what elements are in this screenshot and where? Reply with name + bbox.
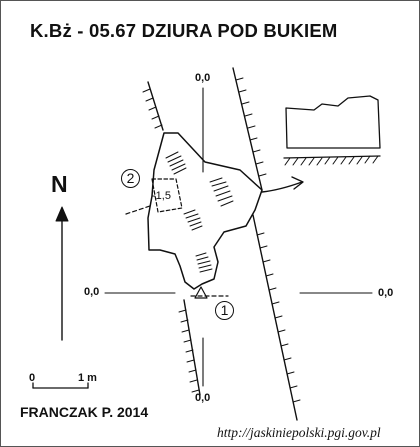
rubble-hatching (165, 151, 234, 273)
scale-end-label: 1 m (78, 372, 97, 384)
profile-section (283, 95, 381, 166)
datum-label-left: 0,0 (84, 286, 100, 298)
datum-label-top: 0,0 (195, 72, 211, 84)
scale-start-label: 0 (29, 372, 36, 384)
side-arrow (261, 176, 304, 193)
wall-left (142, 81, 201, 396)
station-marker-1: 1 (215, 301, 234, 320)
datum-label-right: 0,0 (378, 287, 394, 299)
north-label: N (51, 171, 68, 197)
map-title: K.Bż - 05.67 DZIURA POD BUKIEM (30, 20, 338, 41)
datum-cross (104, 87, 373, 387)
chamber-edge-dashed (125, 205, 151, 215)
wall-right (232, 67, 301, 421)
author-credit: FRANCZAK P. 2014 (20, 404, 149, 420)
station-marker-2: 2 (121, 169, 140, 188)
chimney-square (151, 178, 183, 213)
depth-label: -1,5 (152, 190, 171, 202)
source-url[interactable]: http://jaskiniepolski.pgi.gov.pl (217, 425, 381, 440)
scale-bar (32, 382, 89, 389)
cave-outline (147, 132, 263, 290)
entrance-triangle (194, 286, 208, 299)
datum-label-bottom: 0,0 (195, 392, 211, 404)
